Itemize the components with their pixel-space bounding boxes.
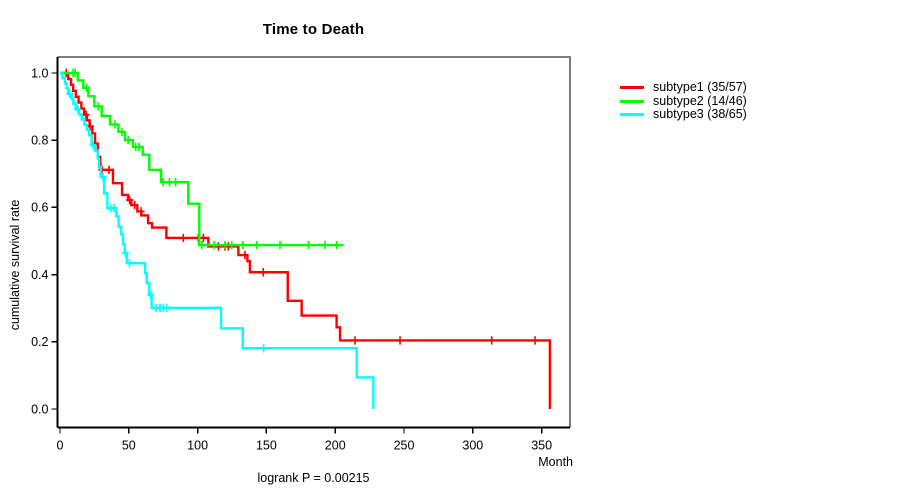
x-tick-label: 50 — [122, 439, 136, 453]
legend-line-swatch — [620, 99, 644, 103]
y-tick-label: 0.4 — [31, 268, 48, 282]
y-tick-label: 0.6 — [31, 201, 48, 215]
x-tick-label: 350 — [531, 439, 552, 453]
survival-curve-subtype3 — [60, 71, 375, 409]
legend: subtype1 (35/57) subtype2 (14/46) subtype3… — [620, 80, 747, 122]
legend-label: subtype1 (35/57) — [653, 80, 747, 94]
legend-label: subtype2 (14/46) — [653, 93, 747, 108]
y-axis-label: cumulative survival rate — [8, 199, 22, 331]
censor-marks-subtype2 — [69, 68, 341, 250]
y-tick-label: 1.0 — [31, 66, 48, 80]
legend-line-swatch — [620, 86, 644, 90]
logrank-pvalue-annotation: logrank P = 0.00215 — [257, 471, 370, 485]
survival-curve-subtype1 — [60, 71, 552, 409]
legend-item-subtype3: subtype3 (38/65) — [620, 108, 747, 122]
y-tick-label: 0.2 — [31, 335, 48, 349]
plot-frame — [57, 56, 571, 428]
x-tick-label: 250 — [394, 439, 415, 453]
y-tick-label: 0.0 — [31, 402, 48, 416]
legend-item-subtype1: subtype1 (35/57) — [620, 80, 747, 95]
chart-title: Time to Death — [262, 21, 365, 38]
x-axis-label: Month — [538, 455, 573, 469]
legend-label: subtype3 (38/65) — [653, 107, 747, 122]
legend-line-swatch — [620, 113, 644, 117]
x-tick-label: 100 — [187, 439, 208, 453]
x-tick-label: 0 — [57, 439, 64, 453]
censor-marks-subtype3 — [66, 89, 268, 353]
y-tick-label: 0.8 — [31, 134, 48, 148]
x-tick-label: 150 — [256, 439, 277, 453]
legend-item-subtype2: subtype2 (14/46) — [620, 93, 747, 109]
x-tick-label: 200 — [325, 439, 346, 453]
survival-curve-subtype2 — [60, 71, 344, 247]
x-tick-label: 300 — [462, 439, 483, 453]
